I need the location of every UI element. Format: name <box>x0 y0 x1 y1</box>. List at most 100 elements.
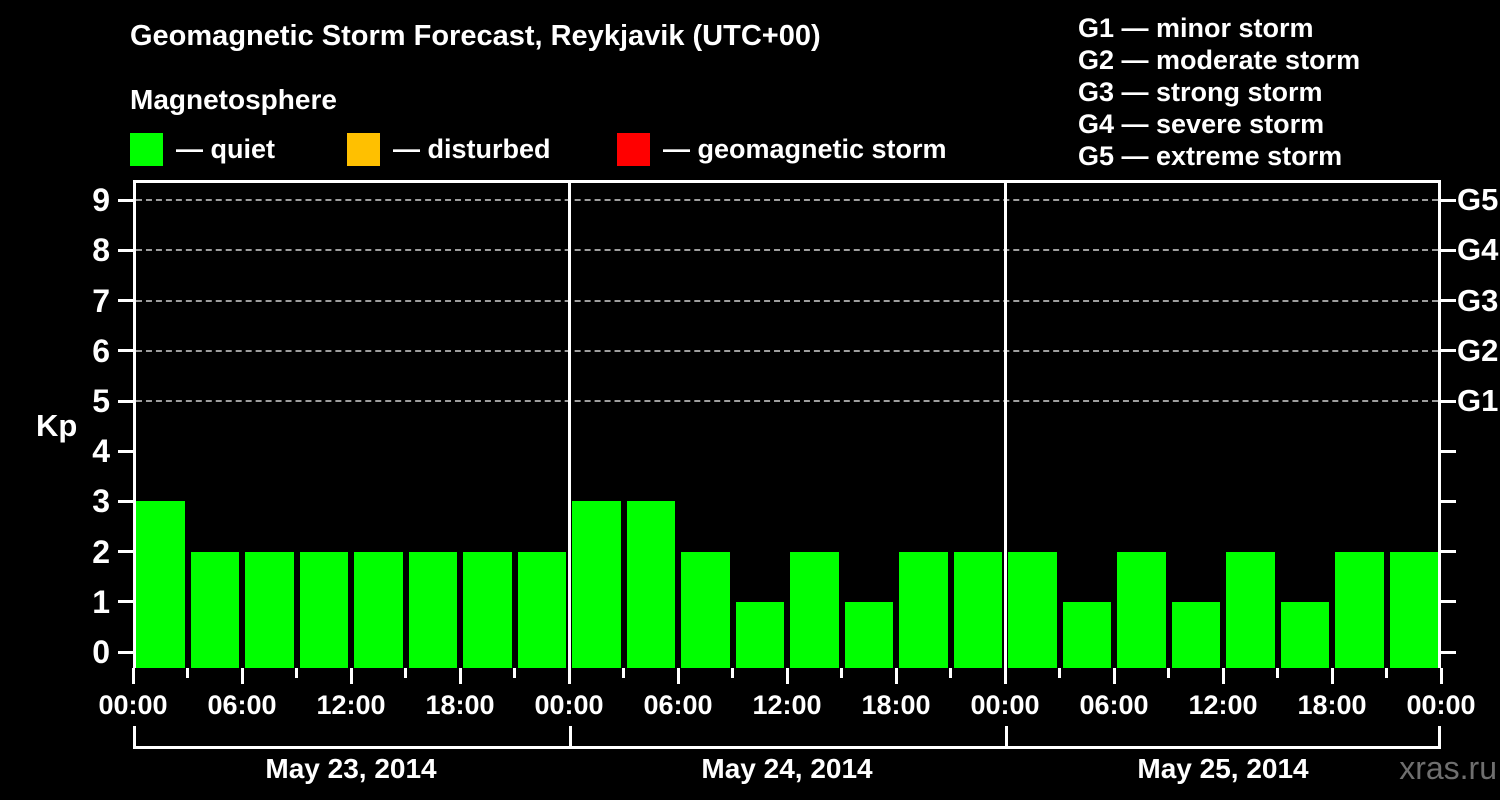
date-bracket-tick <box>133 726 136 749</box>
x-tick <box>1221 668 1225 684</box>
x-tick <box>513 668 516 678</box>
x-tick <box>1112 668 1116 684</box>
x-tick <box>458 668 462 684</box>
chart-subtitle: Magnetosphere <box>130 84 337 115</box>
g3-legend-line: G3 — strong storm <box>1078 77 1323 107</box>
kp-gridline <box>136 400 1438 402</box>
y-axis-title: Kp <box>36 408 78 443</box>
kp-bar <box>572 501 621 668</box>
x-tick <box>622 668 625 678</box>
g2-legend-line: G2 — moderate storm <box>1078 45 1361 75</box>
kp-bar <box>1171 601 1220 668</box>
g-level-label: G5 <box>1457 182 1499 218</box>
y-tick-right <box>1441 650 1456 654</box>
plot-top-border <box>133 180 1441 183</box>
storm-color-swatch <box>617 133 650 166</box>
y-tick-left <box>118 550 133 554</box>
x-tick <box>1058 668 1061 678</box>
y-tick-left <box>118 248 133 252</box>
y-tick-label: 0 <box>92 634 110 670</box>
quiet-color-swatch <box>130 133 163 166</box>
y-tick-left <box>118 499 133 503</box>
y-tick-left <box>118 299 133 303</box>
kp-bar <box>899 551 948 668</box>
kp-bar <box>299 551 348 668</box>
legend-label-quiet: — quiet <box>176 134 275 164</box>
g-level-label: G3 <box>1457 282 1499 318</box>
y-tick-label: 2 <box>92 533 110 570</box>
x-tick-label: 00:00 <box>98 690 168 720</box>
day-separator-line <box>1003 180 1007 668</box>
y-tick-left <box>118 198 133 202</box>
kp-bar <box>844 601 893 668</box>
y-tick-right <box>1441 248 1456 252</box>
date-label: May 23, 2014 <box>265 753 437 784</box>
kp-gridline <box>136 349 1438 352</box>
y-tick-right <box>1441 198 1456 202</box>
kp-bar <box>1226 551 1275 668</box>
kp-bar <box>190 551 239 668</box>
x-tick <box>1003 668 1007 684</box>
date-bracket <box>133 746 1441 749</box>
kp-bar <box>626 501 675 668</box>
date-bracket-tick <box>569 726 572 749</box>
y-tick-label: 4 <box>92 433 110 470</box>
kp-bar <box>245 551 294 668</box>
date-bracket-tick <box>1005 726 1008 749</box>
legend-item-disturbed: — disturbed <box>347 133 551 166</box>
legend-item-storm: — geomagnetic storm <box>617 133 947 166</box>
y-tick-right <box>1441 499 1456 503</box>
x-tick <box>240 668 244 684</box>
date-bracket-tick <box>1438 726 1441 749</box>
right-axis-line <box>1438 180 1441 668</box>
x-tick-label: 12:00 <box>316 690 386 720</box>
x-tick <box>131 668 135 684</box>
g4-legend-line: G4 — severe storm <box>1078 109 1325 139</box>
x-tick <box>1167 668 1170 678</box>
x-tick <box>894 668 898 684</box>
x-tick-label: 06:00 <box>643 690 713 720</box>
legend-label-disturbed: — disturbed <box>393 134 551 164</box>
kp-bar <box>953 551 1002 668</box>
kp-bar <box>735 601 784 668</box>
kp-bar <box>463 551 512 668</box>
x-tick <box>349 668 353 684</box>
x-tick <box>404 668 407 678</box>
x-tick-label: 00:00 <box>970 690 1040 720</box>
g-scale-legend: G1 — minor storm G2 — moderate storm G3 … <box>1078 12 1360 172</box>
legend-label-storm: — geomagnetic storm <box>663 134 947 164</box>
x-tick <box>840 668 843 678</box>
kp-bar <box>136 501 185 668</box>
x-tick <box>785 668 789 684</box>
y-tick-left <box>118 650 133 654</box>
y-tick-label: 1 <box>92 583 110 620</box>
y-tick-label: 7 <box>92 282 110 319</box>
y-tick-label: 8 <box>92 232 110 269</box>
kp-gridline <box>136 299 1438 302</box>
g-level-label: G1 <box>1457 383 1499 418</box>
y-tick-right <box>1441 349 1456 353</box>
x-tick <box>186 668 189 678</box>
page-title: Geomagnetic Storm Forecast, Reykjavik (U… <box>130 20 821 52</box>
date-label: May 24, 2014 <box>701 753 873 784</box>
kp-bar <box>517 551 566 668</box>
x-tick <box>295 668 298 678</box>
kp-bar <box>408 551 457 668</box>
legend-item-quiet: — quiet <box>130 133 275 166</box>
x-tick <box>1439 668 1443 684</box>
x-tick-label: 00:00 <box>534 690 604 720</box>
plot-area <box>133 180 1441 668</box>
kp-bar <box>1389 551 1438 668</box>
kp-bar <box>1117 551 1166 668</box>
y-tick-label: 3 <box>92 483 110 520</box>
y-tick-label: 5 <box>92 383 110 419</box>
x-tick <box>731 668 734 678</box>
kp-gridline <box>136 249 1438 252</box>
kp-gridline <box>136 199 1438 202</box>
g-level-label: G2 <box>1457 332 1499 368</box>
x-tick <box>676 668 680 684</box>
left-axis-line <box>133 180 136 668</box>
x-tick-label: 18:00 <box>1297 690 1367 720</box>
x-tick <box>1276 668 1279 678</box>
